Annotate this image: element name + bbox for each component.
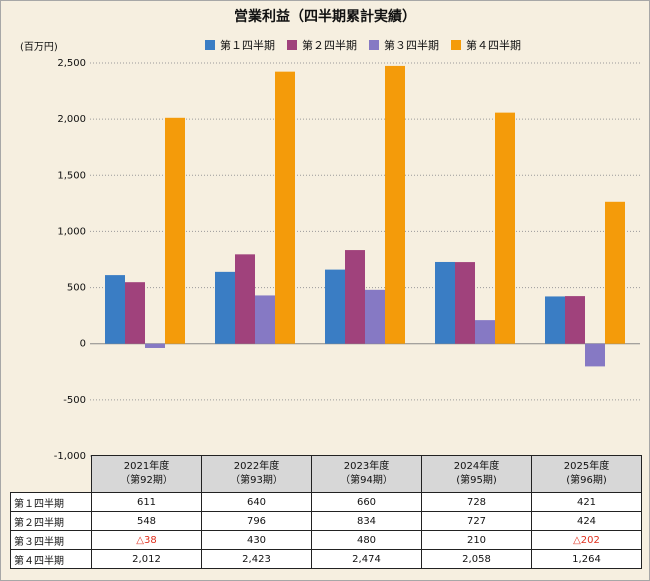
header-period: （第93期） xyxy=(230,475,283,486)
table-cell: 2,474 xyxy=(311,549,422,569)
bar-q4-cat4 xyxy=(495,112,515,344)
table-cell: 1,264 xyxy=(531,549,642,569)
table-cell: 548 xyxy=(91,511,202,531)
y-tick-label: 0 xyxy=(80,339,86,350)
bar-q4-cat5 xyxy=(605,201,625,344)
table-cell: 727 xyxy=(421,511,532,531)
row-label: 第４四半期 xyxy=(10,549,92,569)
table-cell: 480 xyxy=(311,530,422,550)
chart-title: 営業利益（四半期累計実績） xyxy=(234,9,416,25)
table-cell: 728 xyxy=(421,492,532,512)
table-header-2021: 2021年度 （第92期） xyxy=(91,455,202,493)
table-cell: 430 xyxy=(201,530,312,550)
bar-q4-cat2 xyxy=(275,71,295,344)
legend: 第１四半期 第２四半期 第３四半期 第４四半期 xyxy=(205,37,521,53)
bar-q1-cat4 xyxy=(435,261,455,344)
table-cell: 2,012 xyxy=(91,549,202,569)
header-period: (第96期) xyxy=(566,475,607,486)
legend-swatch-q3 xyxy=(369,40,379,50)
row-label: 第３四半期 xyxy=(10,530,92,550)
table-cell: 210 xyxy=(421,530,532,550)
table-cell-negative: △38 xyxy=(91,530,202,550)
bar-q1-cat5 xyxy=(545,296,565,344)
bar-q3-cat2 xyxy=(255,295,275,344)
bar-q2-cat1 xyxy=(125,282,145,344)
legend-item-q3: 第３四半期 xyxy=(369,37,439,53)
table-cell: 834 xyxy=(311,511,422,531)
bar-q3-cat3 xyxy=(365,289,385,344)
table-cell: 640 xyxy=(201,492,312,512)
table-header-2025: 2025年度 (第96期) xyxy=(531,455,642,493)
bar-q1-cat3 xyxy=(325,269,345,344)
table-row: 第１四半期 611 640 660 728 421 xyxy=(10,492,642,512)
bar-q4-cat1 xyxy=(165,117,185,344)
y-tick-label: 2,500 xyxy=(57,58,86,69)
y-tick-label: 500 xyxy=(67,283,86,294)
y-tick-label: 1,000 xyxy=(57,226,86,237)
table-header-2024: 2024年度 (第95期) xyxy=(421,455,532,493)
header-period: （第92期） xyxy=(120,475,173,486)
table-row: 第３四半期 △38 430 480 210 △202 xyxy=(10,530,642,550)
bar-q2-cat2 xyxy=(235,254,255,344)
legend-label-q1: 第１四半期 xyxy=(220,39,275,52)
y-tick-label: -1,000 xyxy=(54,451,86,460)
legend-label-q2: 第２四半期 xyxy=(302,39,357,52)
header-year: 2021年度 xyxy=(123,461,170,472)
bar-q2-cat5 xyxy=(565,296,585,344)
bar-q3-cat5 xyxy=(585,343,605,367)
legend-swatch-q1 xyxy=(205,40,215,50)
bar-q4-cat3 xyxy=(385,65,405,344)
bar-q3-cat1 xyxy=(145,343,165,348)
y-tick-label: 2,000 xyxy=(57,114,86,125)
table-header-2023: 2023年度 （第94期） xyxy=(311,455,422,493)
header-year: 2022年度 xyxy=(233,461,280,472)
legend-swatch-q2 xyxy=(287,40,297,50)
bar-chart: 2,500 2,000 1,500 1,000 500 0 -500 -1,000 xyxy=(54,58,640,460)
table-cell: 796 xyxy=(201,511,312,531)
table-header-row: 2021年度 （第92期） 2022年度 （第93期） 2023年度 （第94期） 2… xyxy=(11,455,642,493)
bar-q1-cat1 xyxy=(105,275,125,344)
row-label: 第１四半期 xyxy=(10,492,92,512)
header-year: 2023年度 xyxy=(343,461,390,472)
legend-label-q4: 第４四半期 xyxy=(466,39,521,52)
table-corner xyxy=(11,456,92,493)
bar-q3-cat4 xyxy=(475,320,495,344)
legend-item-q4: 第４四半期 xyxy=(451,37,521,53)
header-period: (第95期) xyxy=(456,475,497,486)
table-header-2022: 2022年度 （第93期） xyxy=(201,455,312,493)
y-axis-unit: (百万円) xyxy=(20,42,58,53)
table-cell: 2,058 xyxy=(421,549,532,569)
bar-q2-cat3 xyxy=(345,250,365,344)
header-year: 2024年度 xyxy=(453,461,500,472)
table-cell: 2,423 xyxy=(201,549,312,569)
table-cell: 660 xyxy=(311,492,422,512)
legend-item-q1: 第１四半期 xyxy=(205,37,275,53)
legend-item-q2: 第２四半期 xyxy=(287,37,357,53)
table-row: 第２四半期 548 796 834 727 424 xyxy=(10,511,642,531)
table-cell: 421 xyxy=(531,492,642,512)
data-table: 2021年度 （第92期） 2022年度 （第93期） 2023年度 （第94期） 2… xyxy=(10,455,642,569)
row-label: 第２四半期 xyxy=(10,511,92,531)
table-cell: 424 xyxy=(531,511,642,531)
bar-q1-cat2 xyxy=(215,271,235,344)
table-cell: 611 xyxy=(91,492,202,512)
y-tick-label: -500 xyxy=(63,395,86,406)
y-tick-label: 1,500 xyxy=(57,170,86,181)
table-cell-negative: △202 xyxy=(531,530,642,550)
header-period: （第94期） xyxy=(340,475,393,486)
table-row: 第４四半期 2,012 2,423 2,474 2,058 1,264 xyxy=(10,549,642,569)
bar-q2-cat4 xyxy=(455,262,475,344)
legend-swatch-q4 xyxy=(451,40,461,50)
legend-label-q3: 第３四半期 xyxy=(384,39,439,52)
header-year: 2025年度 xyxy=(563,461,610,472)
